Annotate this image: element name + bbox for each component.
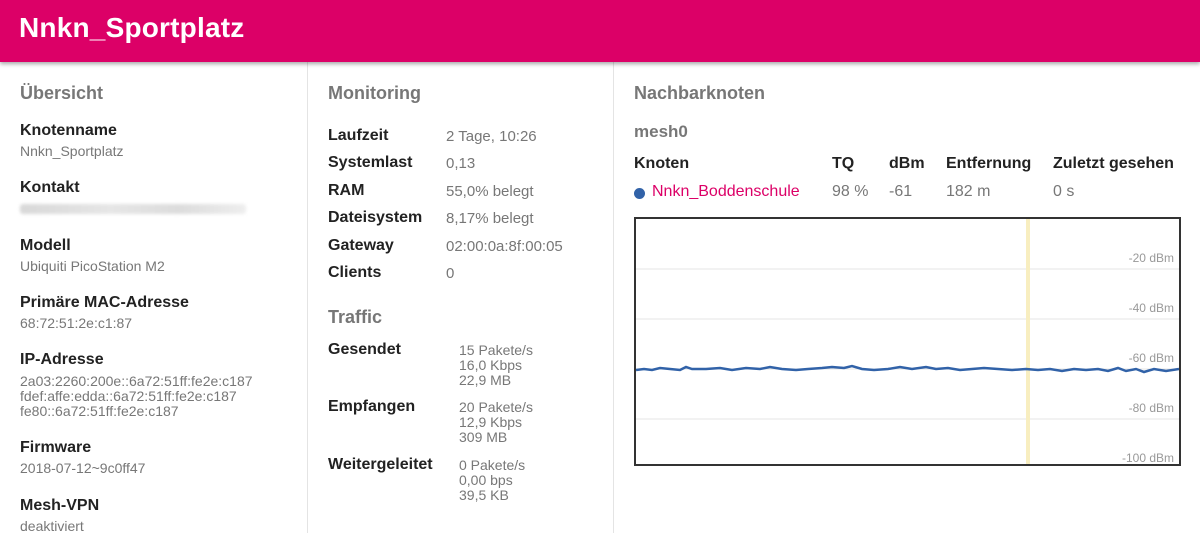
neighbour-dbm: -61 — [889, 183, 913, 200]
neighbour-distance: 182 m — [946, 183, 991, 200]
laufzeit-label: Laufzeit — [328, 127, 389, 144]
systemlast-value: 0,13 — [446, 155, 476, 172]
weitergeleitet-packets: 0 Pakete/s — [459, 457, 526, 473]
mesh-interface-name: mesh0 — [634, 122, 688, 141]
ip-label: IP-Adresse — [20, 351, 104, 368]
ip-value-3: fe80::6a72:51ff:fe2e:c187 — [20, 403, 179, 419]
page-title: Nnkn_Sportplatz — [19, 12, 245, 43]
modell-label: Modell — [20, 237, 71, 254]
empfangen-label: Empfangen — [328, 398, 416, 415]
monitoring-panel: Monitoring Laufzeit 2 Tage, 10:26 System… — [307, 62, 612, 533]
signal-series-line — [636, 364, 1179, 374]
systemlast-label: Systemlast — [328, 154, 413, 171]
gateway-label: Gateway — [328, 237, 394, 254]
column-header-distance[interactable]: Entfernung — [946, 155, 1032, 172]
y-tick-label: -80 dBm — [1129, 401, 1174, 415]
column-header-node[interactable]: Knoten — [634, 155, 690, 172]
header-bar: Nnkn_Sportplatz — [0, 0, 1200, 62]
y-tick-label: -40 dBm — [1129, 301, 1174, 315]
firmware-value: 2018-07-12~9c0ff47 — [20, 460, 146, 476]
empfangen-total: 309 MB — [459, 429, 508, 445]
mac-label: Primäre MAC-Adresse — [20, 294, 189, 311]
neighbours-title: Nachbarknoten — [634, 83, 766, 103]
neighbour-tq: 98 % — [832, 183, 869, 200]
monitoring-title: Monitoring — [328, 83, 421, 103]
gesendet-rate: 16,0 Kbps — [459, 357, 523, 373]
neighbour-node-link[interactable]: Nnkn_Boddenschule — [652, 183, 800, 200]
clients-value: 0 — [446, 265, 455, 282]
ram-label: RAM — [328, 182, 365, 199]
meshvpn-label: Mesh-VPN — [20, 497, 100, 514]
y-tick-label: -100 dBm — [1122, 451, 1174, 464]
time-marker — [1026, 219, 1030, 464]
column-header-tq[interactable]: TQ — [832, 155, 855, 172]
firmware-label: Firmware — [20, 439, 92, 456]
y-tick-label: -20 dBm — [1129, 251, 1174, 265]
gesendet-total: 22,9 MB — [459, 372, 512, 388]
overview-panel: Übersicht Knotenname Nnkn_Sportplatz Kon… — [0, 62, 306, 533]
dateisystem-label: Dateisystem — [328, 209, 423, 226]
knotenname-value: Nnkn_Sportplatz — [20, 143, 124, 159]
neighbour-last-seen: 0 s — [1053, 183, 1075, 200]
empfangen-packets: 20 Pakete/s — [459, 399, 533, 415]
clients-label: Clients — [328, 264, 382, 281]
weitergeleitet-label: Weitergeleitet — [328, 456, 433, 473]
knotenname-label: Knotenname — [20, 122, 117, 139]
weitergeleitet-rate: 0,00 bps — [459, 472, 513, 488]
y-tick-label: -60 dBm — [1129, 351, 1174, 365]
meshvpn-value: deaktiviert — [20, 518, 84, 533]
ram-value: 55,0% belegt — [446, 183, 534, 200]
signal-chart[interactable]: -20 dBm -40 dBm -60 dBm -80 dBm -100 dBm — [634, 217, 1181, 466]
gesendet-packets: 15 Pakete/s — [459, 342, 533, 358]
signal-chart-svg: -20 dBm -40 dBm -60 dBm -80 dBm -100 dBm — [636, 219, 1179, 464]
weitergeleitet-total: 39,5 KB — [459, 487, 509, 503]
mac-value: 68:72:51:2e:c1:87 — [20, 315, 133, 331]
column-header-dbm[interactable]: dBm — [889, 155, 925, 172]
neighbours-panel: Nachbarknoten mesh0 Knoten TQ dBm Entfer… — [613, 62, 1200, 533]
column-header-last-seen[interactable]: Zuletzt gesehen — [1053, 155, 1174, 172]
kontakt-value-redacted — [20, 204, 246, 214]
ip-value-2: fdef:affe:edda::6a72:51ff:fe2e:c187 — [20, 388, 237, 404]
empfangen-rate: 12,9 Kbps — [459, 414, 523, 430]
overview-title: Übersicht — [20, 83, 104, 103]
ip-value-1: 2a03:2260:200e::6a72:51ff:fe2e:c187 — [20, 373, 253, 389]
gesendet-label: Gesendet — [328, 341, 401, 358]
neighbour-color-dot — [634, 188, 645, 199]
modell-value: Ubiquiti PicoStation M2 — [20, 258, 165, 274]
dateisystem-value: 8,17% belegt — [446, 210, 534, 227]
kontakt-label: Kontakt — [20, 179, 80, 196]
laufzeit-value: 2 Tage, 10:26 — [446, 128, 537, 145]
gateway-value: 02:00:0a:8f:00:05 — [446, 238, 563, 255]
traffic-title: Traffic — [328, 307, 383, 327]
